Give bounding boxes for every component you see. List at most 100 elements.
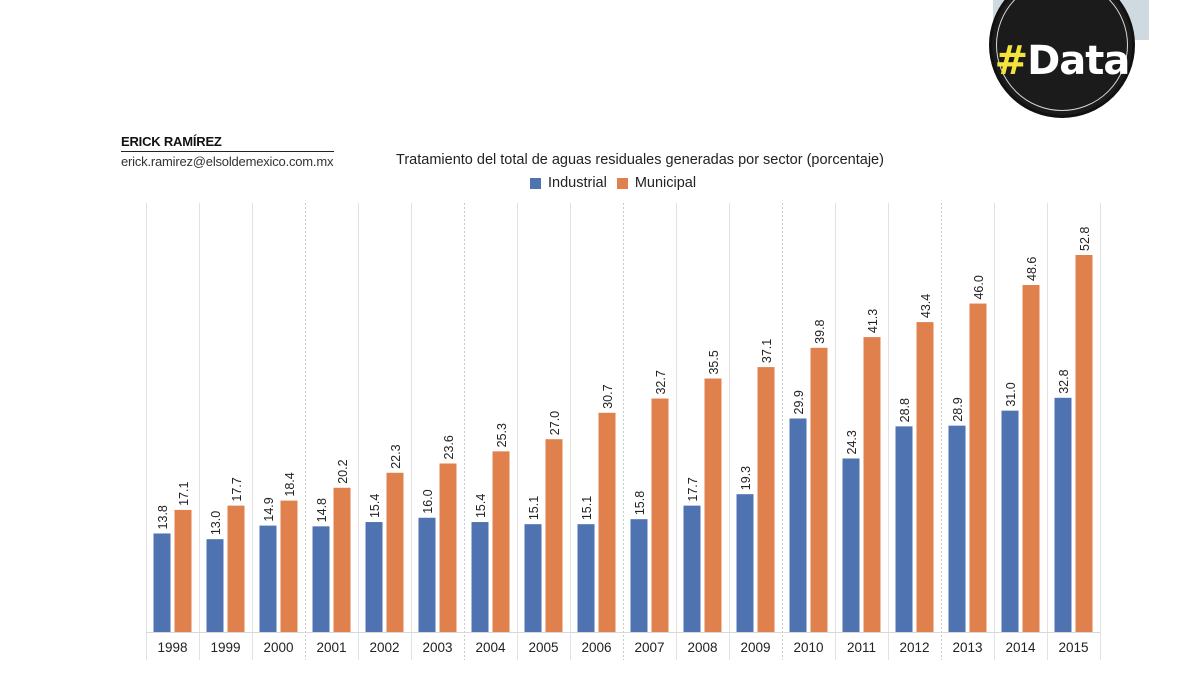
bar-industrial-2006 (577, 524, 595, 632)
bar-industrial-2000 (259, 525, 277, 632)
badge-word: Data (1027, 38, 1130, 84)
data-label-municipal-2000: 18.4 (283, 472, 297, 496)
chart-legend: Industrial Municipal (530, 175, 706, 191)
data-label-municipal-2010: 39.8 (813, 319, 827, 343)
bar-municipal-1998 (174, 509, 192, 632)
bar-industrial-2002 (365, 522, 383, 632)
data-label-municipal-2007: 32.7 (654, 370, 668, 394)
x-tick-label: 2012 (899, 640, 929, 655)
data-label-industrial-2009: 19.3 (739, 466, 753, 490)
bar-municipal-2015 (1075, 255, 1093, 632)
x-tick-label: 2000 (263, 640, 293, 655)
bar-municipal-2011 (863, 337, 881, 632)
data-label-municipal-1999: 17.7 (230, 477, 244, 501)
data-label-industrial-2014: 31.0 (1004, 382, 1018, 406)
bar-industrial-2013 (948, 425, 966, 632)
bar-industrial-2014 (1001, 410, 1019, 632)
bar-municipal-2004 (492, 451, 510, 632)
data-label-municipal-2013: 46.0 (972, 275, 986, 299)
bar-municipal-2013 (969, 303, 987, 632)
legend-swatch-industrial (530, 177, 541, 189)
x-tick-label: 2002 (369, 640, 399, 655)
bar-industrial-2007 (630, 519, 648, 632)
data-label-municipal-2008: 35.5 (707, 350, 721, 374)
data-label-industrial-2000: 14.9 (262, 497, 276, 521)
data-label-municipal-2005: 27.0 (548, 411, 562, 435)
bar-industrial-2001 (312, 526, 330, 632)
data-label-municipal-2003: 23.6 (442, 435, 456, 459)
data-label-industrial-2015: 32.8 (1057, 369, 1071, 393)
author-email: erick.ramirez@elsoldemexico.com.mx (121, 154, 334, 169)
x-tick-label: 2008 (687, 640, 717, 655)
data-label-industrial-2002: 15.4 (368, 494, 382, 518)
x-tick-label: 2010 (793, 640, 823, 655)
x-tick-label: 2005 (528, 640, 558, 655)
legend-label-municipal: Municipal (634, 175, 697, 191)
bar-industrial-1999 (206, 539, 224, 632)
badge-text: #Data (992, 41, 1132, 81)
badge-hash: # (994, 38, 1029, 84)
data-label-industrial-2003: 16.0 (421, 489, 435, 513)
x-tick-label: 2013 (952, 640, 982, 655)
x-tick-label: 2011 (847, 640, 876, 655)
data-label-industrial-2005: 15.1 (527, 496, 541, 520)
data-label-municipal-2014: 48.6 (1025, 257, 1039, 281)
legend-item-municipal: Municipal (616, 175, 697, 191)
data-label-industrial-1999: 13.0 (209, 511, 223, 535)
data-label-municipal-2004: 25.3 (495, 423, 509, 447)
x-tick-label: 2014 (1005, 640, 1036, 655)
x-tick-label: 2004 (475, 640, 506, 655)
bar-industrial-2015 (1054, 397, 1072, 632)
data-label-industrial-2008: 17.7 (686, 477, 700, 501)
data-label-industrial-2004: 15.4 (474, 494, 488, 518)
author-name: ERICK RAMÍREZ (121, 134, 334, 152)
bar-municipal-2012 (916, 322, 934, 632)
bar-municipal-2009 (757, 367, 775, 632)
x-tick-label: 2003 (422, 640, 452, 655)
legend-label-industrial: Industrial (548, 175, 607, 191)
bar-industrial-2005 (524, 524, 542, 632)
bar-municipal-2000 (280, 500, 298, 632)
data-label-industrial-2007: 15.8 (633, 491, 647, 515)
bar-municipal-2010 (810, 347, 828, 632)
legend-item-industrial: Industrial (530, 175, 607, 191)
bar-municipal-2005 (545, 439, 563, 632)
data-label-industrial-2011: 24.3 (845, 430, 859, 454)
data-label-industrial-2010: 29.9 (792, 390, 806, 414)
data-label-industrial-2001: 14.8 (315, 498, 329, 522)
x-tick-label: 2009 (740, 640, 770, 655)
bar-industrial-2012 (895, 426, 913, 632)
bar-municipal-2006 (598, 412, 616, 632)
data-label-municipal-2011: 41.3 (866, 309, 880, 333)
legend-swatch-municipal (616, 177, 628, 189)
data-label-industrial-2013: 28.9 (951, 397, 965, 421)
x-tick-label: 1999 (210, 640, 240, 655)
data-label-industrial-2012: 28.8 (898, 398, 912, 422)
author-byline: ERICK RAMÍREZ erick.ramirez@elsoldemexic… (121, 134, 334, 169)
bar-industrial-1998 (153, 533, 171, 632)
bar-municipal-1999 (227, 505, 245, 632)
bar-municipal-2002 (386, 472, 404, 632)
x-tick-label: 2001 (316, 640, 346, 655)
data-label-municipal-2002: 22.3 (389, 444, 403, 468)
x-tick-label: 2015 (1058, 640, 1088, 655)
x-tick-label: 1998 (157, 640, 187, 655)
x-tick-label: 2007 (634, 640, 664, 655)
data-label-municipal-1998: 17.1 (177, 482, 191, 506)
data-badge-logo: #Data (989, 0, 1135, 118)
bar-municipal-2007 (651, 398, 669, 632)
bar-industrial-2004 (471, 522, 489, 632)
data-label-municipal-2015: 52.8 (1078, 227, 1092, 251)
x-tick-label: 2006 (581, 640, 611, 655)
data-label-municipal-2009: 37.1 (760, 339, 774, 363)
data-label-municipal-2001: 20.2 (336, 459, 350, 483)
bar-industrial-2008 (683, 505, 701, 632)
bar-industrial-2010 (789, 418, 807, 632)
data-label-municipal-2006: 30.7 (601, 384, 615, 408)
data-label-industrial-1998: 13.8 (156, 505, 170, 529)
bar-industrial-2003 (418, 517, 436, 632)
chart-title: Tratamiento del total de aguas residuale… (396, 152, 884, 168)
bar-municipal-2014 (1022, 284, 1040, 632)
bar-municipal-2008 (704, 378, 722, 632)
